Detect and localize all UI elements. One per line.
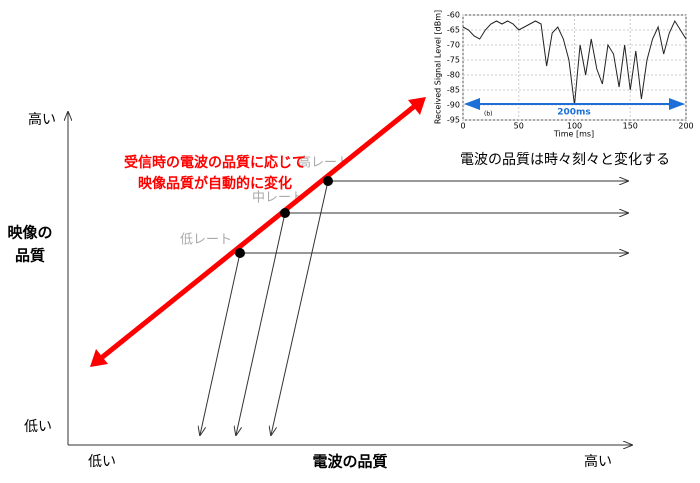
quality-arrow (90, 97, 426, 367)
span-label: 200ms (557, 108, 591, 118)
v-arrow (236, 212, 286, 435)
inset-ylabel: Received Signal Level [dBm] (434, 10, 443, 124)
rate-dot (323, 176, 333, 186)
x-tick-label: 150 (623, 122, 638, 131)
rate-label: 中レート (252, 191, 304, 206)
y-tick-label: -65 (447, 26, 460, 35)
y-tick-label: -80 (447, 71, 460, 80)
rate-arrows (200, 181, 628, 435)
rate-label: 低レート (180, 233, 232, 248)
y-high: 高い (28, 111, 56, 128)
x-tick-label: 200 (678, 122, 693, 131)
rate-dot (235, 248, 245, 258)
inset-xlabel: Time [ms] (553, 130, 594, 139)
v-arrow (271, 180, 329, 435)
panel-label: (b) (484, 111, 493, 118)
red-head (408, 97, 426, 115)
inset-chart: -60 -65 -70 -75 -80 -85 -90 -950 50 100 150 200 200m… (447, 11, 694, 131)
y-tick-label: -60 (447, 11, 460, 20)
x-label: 電波の品質 (312, 453, 387, 471)
y-low: 低い (24, 419, 52, 435)
red-line (98, 103, 418, 361)
y-label: 映像の (7, 224, 52, 242)
red-head (90, 349, 108, 367)
y-tick-label: -90 (447, 101, 460, 110)
y-tick-label: -85 (447, 86, 460, 95)
v-arrow (200, 252, 241, 435)
caption: 電波の品質は時々刻々と変化する (460, 151, 670, 168)
x-tick-label: 100 (567, 122, 582, 131)
x-low: 低い (88, 454, 116, 470)
x-tick-label: 0 (460, 122, 465, 131)
annotation: 受信時の電波の品質に応じて (124, 154, 306, 171)
annotation: 映像品質が自動的に変化 (138, 175, 292, 192)
y-tick-label: -70 (447, 41, 460, 50)
rate-dot (280, 208, 290, 218)
y-label: 品質 (15, 247, 45, 265)
y-tick-label: -75 (447, 56, 460, 65)
main-axes (68, 112, 632, 445)
x-tick-label: 50 (514, 122, 524, 131)
y-tick-label: -95 (447, 116, 460, 125)
x-high: 高い (584, 453, 612, 470)
